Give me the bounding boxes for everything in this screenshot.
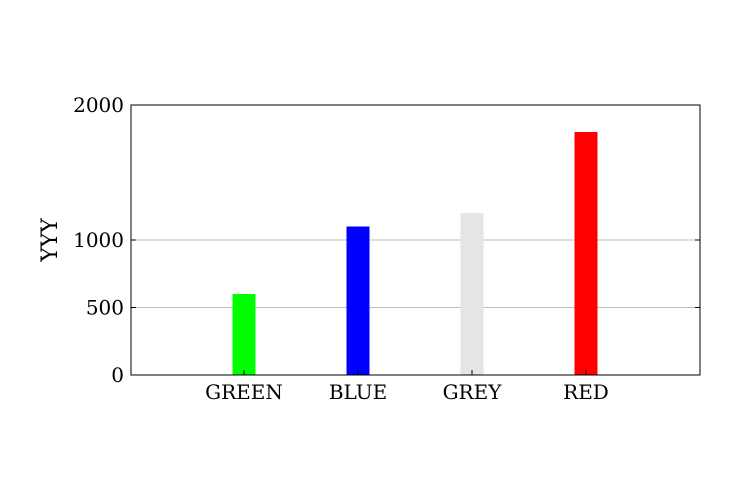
bars <box>232 132 598 375</box>
bar-grey <box>460 213 484 375</box>
y-axis-label: YYY <box>38 218 63 263</box>
gridlines <box>131 239 700 308</box>
x-tick-label: GREY <box>443 380 503 404</box>
y-tick-label: 500 <box>86 296 124 320</box>
x-axis-ticks: GREEN BLUE GREY RED <box>205 370 609 404</box>
y-tick-label: 2000 <box>73 93 124 117</box>
bar-red <box>574 132 598 375</box>
bar-green <box>232 294 256 375</box>
bar-blue <box>346 226 370 375</box>
y-tick-label: 1000 <box>73 228 124 252</box>
x-tick-label: BLUE <box>329 380 387 404</box>
y-axis-ticks: 0 500 1000 2000 <box>73 93 700 387</box>
y-tick-label: 0 <box>111 363 124 387</box>
x-tick-label: GREEN <box>205 380 283 404</box>
x-tick-label: RED <box>563 380 609 404</box>
